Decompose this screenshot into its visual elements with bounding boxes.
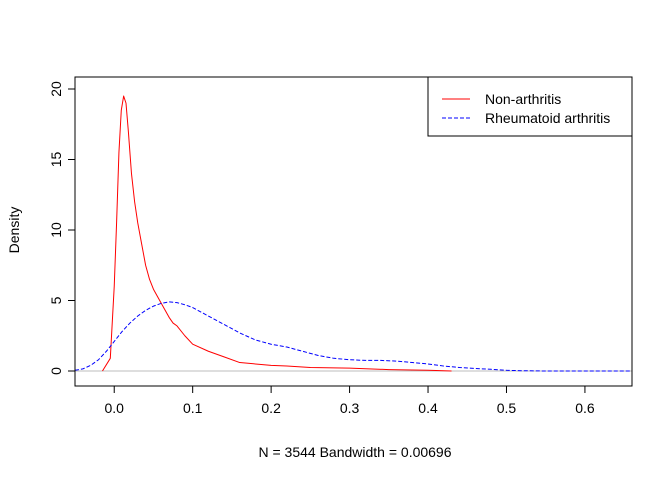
series-layer <box>75 95 632 372</box>
axes-layer: 0.0 0.1 0.2 0.3 0.4 0.5 0.6 0 5 10 15 20 <box>48 76 633 416</box>
y-tick-label: 5 <box>48 296 64 304</box>
y-tick-label: 0 <box>48 367 64 375</box>
x-tick-label: 0.5 <box>497 400 517 416</box>
y-tick-label: 15 <box>48 152 64 168</box>
legend-entry: Non-arthritis <box>485 91 561 107</box>
x-tick-label: 0.1 <box>183 400 203 416</box>
y-tick-label: 20 <box>48 81 64 97</box>
legend-entry: Rheumatoid arthritis <box>485 110 610 126</box>
x-tick-label: 0.4 <box>418 400 438 416</box>
y-tick-label: 10 <box>48 222 64 238</box>
x-tick-label: 0.0 <box>104 400 124 416</box>
y-axis-label: Density <box>6 207 22 254</box>
x-axis-label: N = 3544 Bandwidth = 0.00696 <box>258 444 451 460</box>
series-line-rheumatoid-arthritis <box>75 301 632 372</box>
x-tick-label: 0.2 <box>261 400 281 416</box>
x-tick-label: 0.6 <box>575 400 595 416</box>
plot-frame <box>74 76 633 387</box>
legend: Non-arthritis Rheumatoid arthritis <box>427 76 633 137</box>
legend-box <box>427 76 633 137</box>
x-tick-label: 0.3 <box>340 400 360 416</box>
